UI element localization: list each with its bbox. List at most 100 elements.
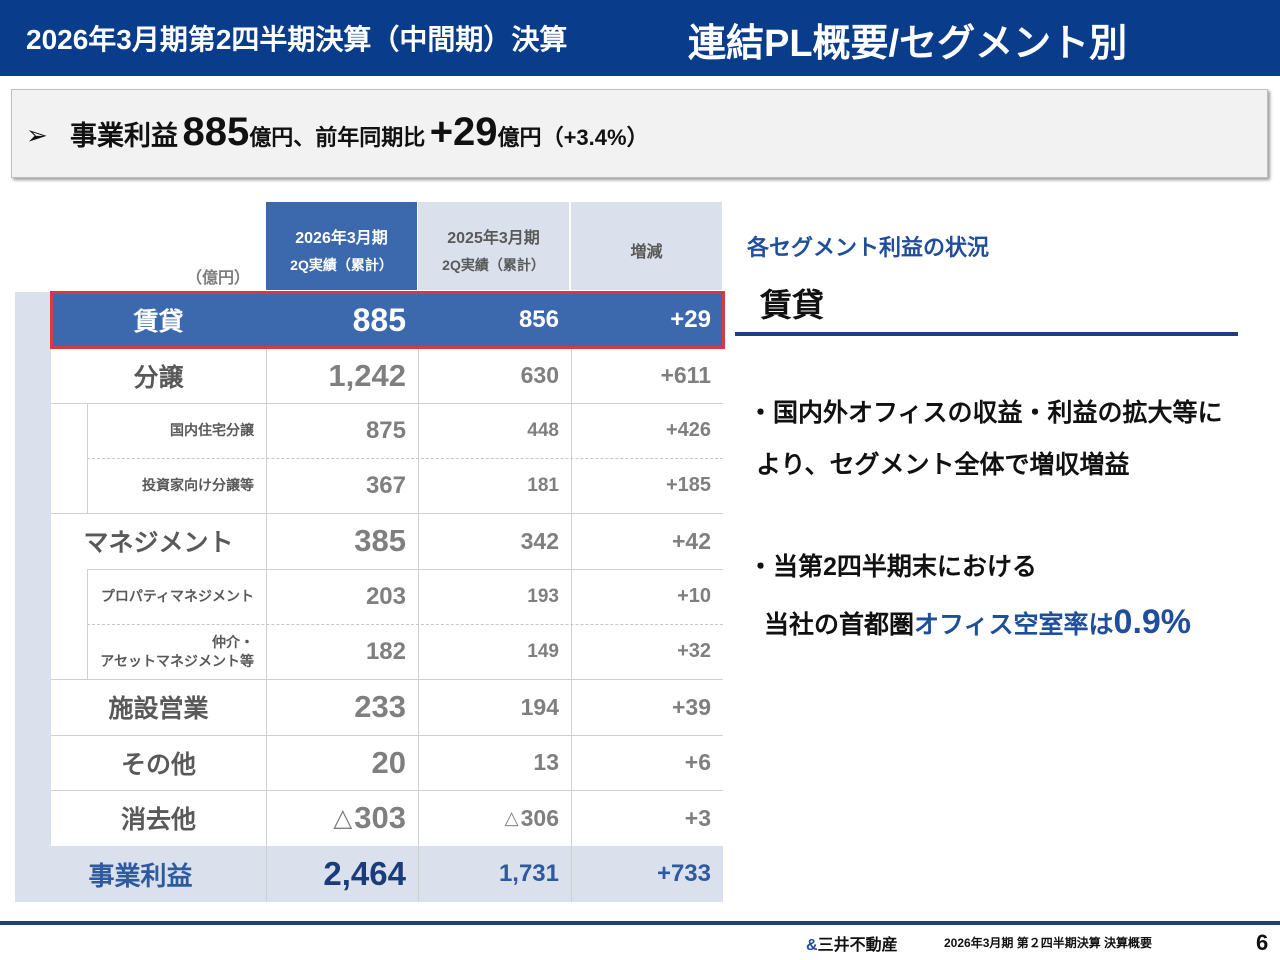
- company-name: 三井不動産: [817, 937, 898, 954]
- grid-line: [266, 292, 267, 902]
- cell-value: 306: [520, 804, 559, 831]
- cell-change: +42: [671, 527, 711, 554]
- table-row-management: マネジメント 385 342 +42: [51, 513, 723, 569]
- summary-pct-open: （: [541, 125, 564, 150]
- footer-rule: [0, 921, 1280, 925]
- column-header-change: 増減: [571, 202, 722, 290]
- summary-line: 事業利益 885億円、前年同期比 +29億円（+3.4%）: [70, 110, 649, 155]
- table-row-facilities: 施設営業 233 194 +39: [51, 679, 723, 735]
- column-header-line1: 2025年3月期: [447, 230, 540, 247]
- grid-line: [51, 679, 723, 680]
- cell-previous: △ 306: [418, 790, 571, 846]
- column-header-line2: 2Q実績（累計）: [290, 257, 393, 273]
- company-logo: &三井不動産: [806, 931, 898, 955]
- footer-text: 2026年3月期 第２四半期決算 決算概要: [944, 936, 1153, 950]
- segment-divider: [735, 332, 1238, 336]
- summary-pct-close: ）: [626, 125, 649, 150]
- negative-triangle-icon: △: [333, 805, 353, 832]
- summary-box: ➢ 事業利益 885億円、前年同期比 +29億円（+3.4%）: [11, 89, 1268, 178]
- logo-mark-icon: &: [806, 937, 818, 954]
- cell-previous: 630: [520, 362, 559, 388]
- cell-change: +611: [660, 362, 711, 388]
- table-row-sales: 分譲 1,242 630 +611: [51, 348, 723, 403]
- table-row-rental: 賃貸 885 856 +29: [51, 292, 723, 348]
- header-bar: 2026年3月期第2四半期決算（中間期）決算 連結PL概要/セグメント別: [0, 0, 1280, 76]
- table-row-property-management: プロパティマネジメント 203 193 +10: [51, 569, 723, 624]
- cell-current: 367: [365, 471, 406, 499]
- bullet1-line1: ・国内外オフィスの収益・利益の拡大等に: [748, 399, 1223, 427]
- cell-previous: 181: [527, 474, 559, 496]
- grid-line: [51, 513, 723, 514]
- cell-change: +10: [677, 585, 711, 607]
- table-unit-label: （億円）: [186, 270, 251, 287]
- summary-unit2: 億円: [497, 125, 542, 150]
- table-row-eliminations: 消去他 △ 303 △ 306 +3: [51, 790, 723, 846]
- table-row-brokerage: 仲介・ アセットマネジメント等 182 149 +32: [51, 624, 723, 679]
- cell-current: 182: [365, 637, 406, 665]
- cell-previous: 342: [520, 527, 559, 554]
- grid-line: [87, 458, 723, 459]
- cell-current: 233: [354, 689, 406, 724]
- summary-compare: 前年同期比: [315, 125, 426, 150]
- row-label: プロパティマネジメント: [100, 588, 254, 604]
- negative-triangle-icon: △: [504, 807, 519, 828]
- bullet1-line2: より、セグメント全体で増収増益: [756, 451, 1130, 479]
- segment-section-title: 各セグメント利益の状況: [747, 235, 990, 260]
- row-label: 投資家向け分譲等: [142, 477, 254, 493]
- row-label: その他: [120, 750, 196, 779]
- cell-current: 385: [354, 523, 406, 558]
- row-label: マネジメント: [83, 529, 234, 557]
- cell-previous: 193: [527, 585, 559, 607]
- cell-current: 20: [371, 744, 406, 780]
- header-title-left: 2026年3月期第2四半期決算（中間期）決算: [26, 24, 568, 55]
- grid-line: [571, 292, 572, 902]
- column-header-previous: 2025年3月期 2Q実績（累計）: [418, 202, 569, 290]
- bullet2-line2: 当社の首都圏オフィス空室率は0.9%: [764, 603, 1191, 642]
- grid-line: [51, 735, 723, 736]
- summary-label: 事業利益: [70, 121, 178, 151]
- cell-previous: 856: [518, 306, 559, 333]
- grid-line: [51, 403, 723, 404]
- cell-change: +733: [656, 860, 711, 887]
- cell-previous: 448: [527, 419, 559, 441]
- grid-line: [87, 624, 723, 625]
- column-header-line1: 2026年3月期: [295, 230, 388, 247]
- row-label: 事業利益: [88, 860, 193, 891]
- column-header-line1: 増減: [630, 244, 663, 261]
- row-label: 分譲: [133, 363, 184, 392]
- arrow-bullet-icon: ➢: [26, 120, 48, 150]
- row-label: 賃貸: [133, 308, 184, 336]
- cell-current: 1,242: [328, 357, 406, 393]
- cell-previous: 1,731: [498, 860, 559, 887]
- highlight-border: [50, 291, 725, 349]
- cell-current: △ 303: [266, 790, 418, 846]
- bullet2-text-a: 当社の首都圏: [764, 611, 915, 639]
- cell-value: 303: [354, 800, 406, 835]
- cell-change: +6: [684, 749, 711, 775]
- table-row-investor-sales: 投資家向け分譲等 367 181 +185: [51, 458, 723, 513]
- row-label: 国内住宅分譲: [170, 422, 254, 438]
- cell-previous: 13: [533, 749, 559, 775]
- table-row-total: 事業利益 2,464 1,731 +733: [15, 846, 723, 902]
- cell-previous: 149: [527, 640, 559, 662]
- summary-delta: +29: [429, 110, 498, 154]
- row-label-line1: 仲介・: [212, 633, 254, 650]
- column-header-current: 2026年3月期 2Q実績（累計）: [266, 202, 417, 290]
- cell-change: +426: [665, 419, 711, 441]
- cell-change: +39: [671, 693, 711, 720]
- bullet2-line1: ・当第2四半期末における: [748, 553, 1037, 581]
- summary-pct: +3.4%: [563, 125, 627, 150]
- table-row-domestic-housing: 国内住宅分譲 875 448 +426: [51, 403, 723, 458]
- cell-previous: 194: [520, 693, 559, 720]
- cell-change: +185: [665, 474, 711, 496]
- column-header-line2: 2Q実績（累計）: [442, 257, 545, 273]
- header-title-right: 連結PL概要/セグメント別: [688, 23, 1128, 65]
- summary-value: 885: [182, 110, 250, 154]
- bullet2-text-b: オフィス空室率は: [914, 611, 1114, 639]
- cell-change: +3: [684, 804, 711, 831]
- vacancy-rate-value: 0.9%: [1113, 603, 1192, 641]
- table-row-other: その他 20 13 +6: [51, 735, 723, 790]
- row-label: 施設営業: [108, 695, 209, 723]
- segment-name: 賃貸: [760, 287, 825, 323]
- grid-line: [87, 569, 723, 570]
